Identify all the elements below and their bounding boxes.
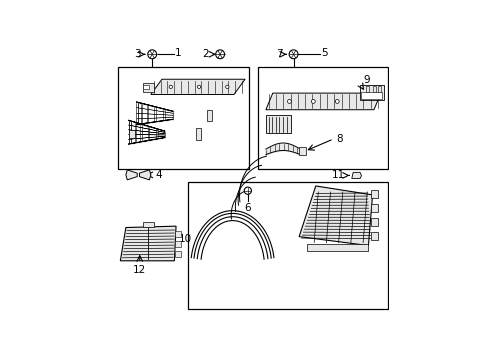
Circle shape: [225, 85, 228, 89]
Polygon shape: [150, 79, 244, 94]
Circle shape: [288, 50, 297, 59]
Text: 10: 10: [178, 234, 191, 244]
Polygon shape: [265, 93, 380, 110]
Bar: [365, 86, 368, 92]
Bar: [370, 204, 377, 212]
Bar: [307, 244, 367, 251]
Text: 9: 9: [362, 75, 369, 85]
Bar: [265, 115, 290, 133]
Text: 6: 6: [244, 203, 251, 213]
Circle shape: [244, 187, 251, 194]
Bar: [175, 241, 181, 247]
Bar: [299, 147, 305, 155]
Text: 11: 11: [331, 170, 344, 180]
Bar: [370, 190, 377, 198]
Circle shape: [147, 50, 156, 59]
Circle shape: [287, 99, 291, 103]
Text: 3: 3: [134, 49, 141, 59]
Text: 4: 4: [155, 170, 161, 180]
Bar: [359, 85, 383, 100]
Text: 12: 12: [133, 265, 146, 275]
Bar: [175, 231, 181, 237]
Polygon shape: [299, 186, 372, 246]
Circle shape: [169, 85, 172, 89]
Circle shape: [311, 99, 315, 103]
Text: 1: 1: [174, 48, 181, 58]
Circle shape: [197, 85, 200, 89]
Text: 5: 5: [321, 48, 327, 58]
Text: 7: 7: [275, 49, 282, 59]
Bar: [377, 86, 381, 92]
Circle shape: [335, 99, 339, 103]
Polygon shape: [120, 226, 176, 261]
Bar: [195, 128, 201, 140]
Bar: [143, 222, 154, 227]
Bar: [117, 67, 249, 169]
Bar: [370, 232, 377, 240]
Circle shape: [215, 50, 224, 59]
Polygon shape: [125, 170, 137, 180]
Bar: [142, 84, 153, 92]
Bar: [361, 92, 382, 99]
Bar: [372, 86, 375, 92]
Polygon shape: [351, 172, 361, 179]
Bar: [206, 110, 212, 121]
Polygon shape: [139, 170, 150, 180]
Bar: [129, 130, 135, 138]
Bar: [175, 251, 181, 257]
Bar: [257, 67, 387, 169]
Bar: [370, 218, 377, 226]
Bar: [188, 182, 387, 309]
Text: 8: 8: [335, 134, 342, 144]
Bar: [142, 85, 149, 89]
Text: 2: 2: [202, 49, 208, 59]
